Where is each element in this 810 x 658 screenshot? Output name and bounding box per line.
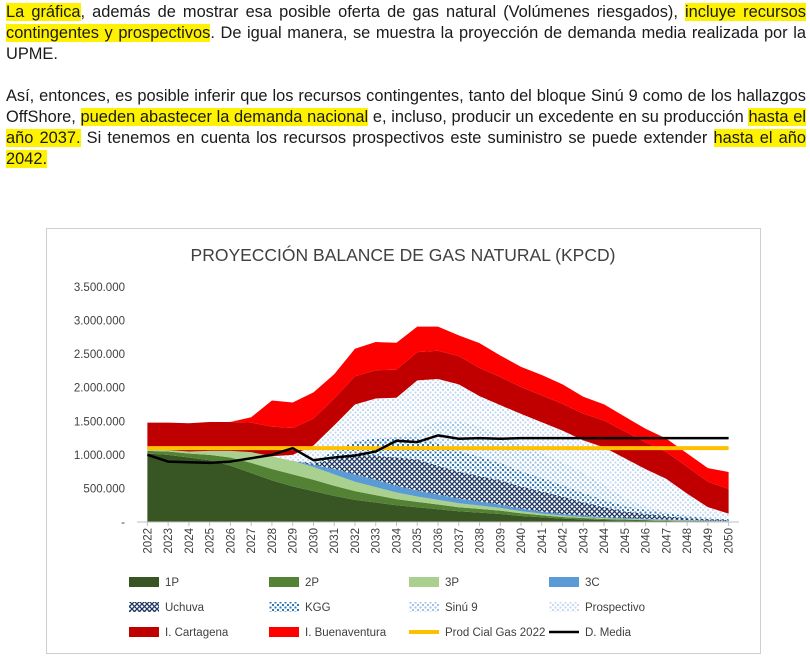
- legend-item-2p: 2P: [269, 577, 319, 589]
- x-tick-label: 2049: [703, 528, 715, 554]
- x-tick-label: 2035: [412, 528, 424, 554]
- x-tick-label: 2029: [288, 528, 300, 554]
- x-tick-label: 2028: [267, 528, 279, 554]
- legend-swatch: [409, 602, 439, 612]
- legend-item-kgg: KGG: [269, 602, 331, 614]
- legend-label: 1P: [165, 577, 179, 589]
- x-tick-label: 2048: [682, 528, 694, 554]
- legend-swatch: [129, 627, 159, 637]
- legend-swatch: [269, 602, 299, 612]
- y-tick-label: 2.500.000: [74, 349, 125, 361]
- body-text: , además de mostrar esa posible oferta d…: [80, 3, 686, 21]
- line-d-media: [146, 434, 729, 465]
- x-tick-label: 2038: [475, 528, 487, 554]
- legend-swatch: [269, 627, 299, 637]
- legend-swatch: [269, 577, 299, 587]
- x-tick-label: 2047: [661, 528, 673, 554]
- y-tick-label: -: [121, 517, 125, 529]
- x-tick-label: 2033: [371, 528, 383, 554]
- legend-label: 3P: [445, 577, 459, 589]
- x-tick-label: 2030: [308, 528, 320, 554]
- legend-label: I. Cartagena: [165, 627, 229, 639]
- x-tick-label: 2027: [246, 528, 258, 554]
- highlighted-text: La gráfica: [6, 3, 81, 21]
- x-tick-label: 2037: [454, 528, 466, 554]
- legend-item-sin-9: Sinú 9: [409, 602, 478, 614]
- y-tick-label: 2.000.000: [74, 383, 125, 395]
- legend-item-prod-cial-gas-2022: Prod Cial Gas 2022: [409, 627, 545, 639]
- legend-item-3c: 3C: [549, 577, 600, 589]
- x-tick-label: 2022: [142, 528, 154, 554]
- y-tick-label: 1.000.000: [74, 450, 125, 462]
- legend-label: Sinú 9: [445, 602, 478, 614]
- x-tick-label: 2036: [433, 528, 445, 554]
- x-tick-label: 2050: [724, 528, 736, 554]
- x-tick-label: 2024: [184, 527, 196, 553]
- x-tick-label: 2034: [391, 527, 403, 553]
- area-uchuva: [147, 449, 729, 521]
- intro-paragraph: La gráfica, además de mostrar esa posibl…: [6, 2, 806, 65]
- chart-svg: PROYECCIÓN BALANCE DE GAS NATURAL (KPCD)…: [74, 244, 739, 639]
- body-text: Si tenemos en cuenta los recursos prospe…: [80, 129, 714, 147]
- body-text: e, incluso, producir un excedente en su …: [368, 108, 749, 126]
- legend-item-d-media: D. Media: [549, 627, 632, 639]
- legend-label: Prospectivo: [585, 602, 645, 614]
- legend-swatch: [409, 577, 439, 587]
- y-tick-label: 3.500.000: [74, 282, 125, 294]
- area-1p: [147, 453, 729, 522]
- area-i-buenaventura: [147, 326, 729, 489]
- axes: - 500.000 1.000.000 1.500.000 2.000.000 2.500…: [74, 282, 739, 554]
- x-tick-label: 2023: [163, 528, 175, 554]
- area-sin-9: [147, 420, 729, 519]
- inference-paragraph: Así, entonces, es posible inferir que lo…: [6, 86, 806, 170]
- x-tick-label: 2026: [225, 528, 237, 554]
- legend-label: KGG: [305, 602, 331, 614]
- legend-label: 2P: [305, 577, 319, 589]
- area-prospectivo: [147, 378, 729, 519]
- y-tick-label: 500.000: [83, 483, 125, 495]
- legend-swatch: [129, 577, 159, 587]
- legend-label: Prod Cial Gas 2022: [445, 627, 545, 639]
- x-tick-label: 2044: [599, 527, 611, 553]
- x-tick-label: 2031: [329, 528, 341, 554]
- x-tick-label: 2025: [205, 528, 217, 554]
- area-kgg: [147, 437, 729, 520]
- x-tick-label: 2040: [516, 528, 528, 554]
- legend-label: Uchuva: [165, 602, 205, 614]
- area-3p: [147, 449, 729, 522]
- legend-label: I. Buenaventura: [305, 627, 387, 639]
- area-i-cartagena: [147, 350, 729, 514]
- x-tick-label: 2043: [578, 528, 590, 554]
- area-2p: [147, 450, 729, 522]
- legend-swatch: [549, 602, 579, 612]
- legend-label: D. Media: [585, 627, 632, 639]
- legend-item-i-cartagena: I. Cartagena: [129, 627, 229, 639]
- x-tick-label: 2039: [495, 528, 507, 554]
- y-tick-label: 1.500.000: [74, 416, 125, 428]
- stacked-areas: [147, 326, 729, 522]
- gas-balance-chart: PROYECCIÓN BALANCE DE GAS NATURAL (KPCD)…: [46, 228, 761, 654]
- legend-item-uchuva: Uchuva: [129, 602, 205, 614]
- x-tick-label: 2045: [620, 528, 632, 554]
- highlighted-text: pueden abastecer la demanda nacional: [80, 108, 369, 126]
- chart-title: PROYECCIÓN BALANCE DE GAS NATURAL (KPCD): [191, 244, 616, 265]
- chart-legend: 1P 2P 3P 3C Uchuva KGG Sinú 9 Prospectivo I. Car…: [129, 577, 645, 639]
- x-tick-label: 2032: [350, 528, 362, 554]
- body-text: . De igual manera, se muestra la proyecc…: [6, 24, 806, 63]
- legend-item-1p: 1P: [129, 577, 179, 589]
- line-series: [146, 434, 729, 465]
- x-tick-label: 2046: [641, 528, 653, 554]
- x-tick-label: 2041: [537, 528, 549, 554]
- x-tick-label: 2042: [558, 528, 570, 554]
- y-tick-label: 3.000.000: [74, 316, 125, 328]
- legend-swatch: [549, 577, 579, 587]
- legend-swatch: [129, 602, 159, 612]
- legend-item-i-buenaventura: I. Buenaventura: [269, 627, 387, 639]
- legend-item-prospectivo: Prospectivo: [549, 602, 645, 614]
- body-text: Así, entonces, es posible inferir que lo…: [6, 87, 806, 126]
- legend-label: 3C: [585, 577, 600, 589]
- legend-item-3p: 3P: [409, 577, 459, 589]
